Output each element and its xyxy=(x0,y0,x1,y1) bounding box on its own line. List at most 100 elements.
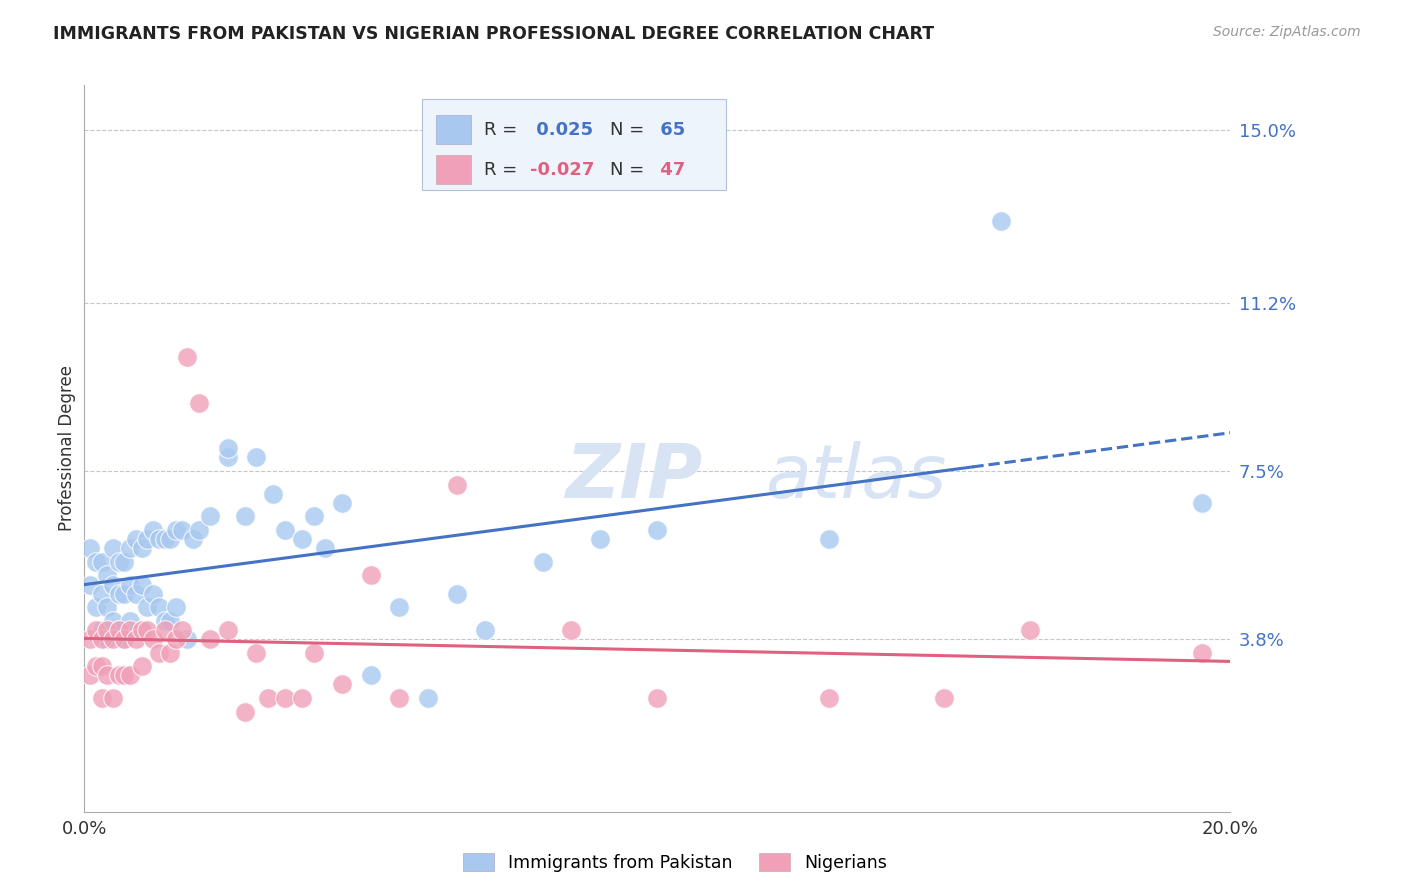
Point xyxy=(233,509,256,524)
Text: 0.025: 0.025 xyxy=(530,120,593,139)
Point xyxy=(84,623,107,637)
Point xyxy=(131,577,153,591)
Point xyxy=(148,532,170,546)
Point xyxy=(217,442,239,455)
Point xyxy=(217,623,239,637)
Point xyxy=(96,568,118,582)
Point xyxy=(107,555,129,569)
Point xyxy=(388,691,411,706)
Point xyxy=(90,691,112,706)
Point xyxy=(589,532,612,546)
Text: 65: 65 xyxy=(654,120,685,139)
Point xyxy=(474,623,496,637)
Point xyxy=(84,659,107,673)
Point xyxy=(165,632,187,646)
Point xyxy=(245,646,267,660)
Text: atlas: atlas xyxy=(766,442,948,513)
Point xyxy=(101,614,124,628)
Text: N =: N = xyxy=(610,161,644,178)
Point xyxy=(148,646,170,660)
Point xyxy=(818,532,841,546)
Point xyxy=(314,541,336,556)
Text: N =: N = xyxy=(610,120,644,139)
Point xyxy=(107,623,129,637)
Point xyxy=(302,509,325,524)
Point xyxy=(647,523,669,537)
Point xyxy=(79,668,101,682)
Point xyxy=(330,496,353,510)
Point xyxy=(170,623,193,637)
Point xyxy=(107,587,129,601)
Text: ZIP: ZIP xyxy=(565,441,703,514)
Point xyxy=(274,523,297,537)
Point xyxy=(531,555,554,569)
Point xyxy=(142,523,165,537)
Point xyxy=(262,486,284,500)
Point xyxy=(120,541,142,556)
Point xyxy=(131,623,153,637)
Point xyxy=(291,691,314,706)
Point xyxy=(148,600,170,615)
Point xyxy=(136,600,159,615)
Point xyxy=(96,632,118,646)
Point xyxy=(90,555,112,569)
Point xyxy=(181,532,204,546)
Point xyxy=(188,396,211,410)
Point xyxy=(647,691,669,706)
Point xyxy=(418,691,440,706)
Point xyxy=(360,668,382,682)
Point xyxy=(120,577,142,591)
Point xyxy=(446,477,468,491)
Point xyxy=(388,600,411,615)
Point xyxy=(120,668,142,682)
Text: Source: ZipAtlas.com: Source: ZipAtlas.com xyxy=(1213,25,1361,39)
Point xyxy=(360,568,382,582)
Point xyxy=(125,587,148,601)
Y-axis label: Professional Degree: Professional Degree xyxy=(58,365,76,532)
Legend: Immigrants from Pakistan, Nigerians: Immigrants from Pakistan, Nigerians xyxy=(456,847,894,879)
Point xyxy=(256,691,278,706)
Point xyxy=(188,523,211,537)
Point xyxy=(142,632,165,646)
Point xyxy=(153,532,176,546)
Point xyxy=(120,614,142,628)
Point xyxy=(114,632,136,646)
Point xyxy=(96,668,118,682)
Point xyxy=(330,677,353,691)
Point xyxy=(79,632,101,646)
Point xyxy=(136,623,159,637)
Text: -0.027: -0.027 xyxy=(530,161,595,178)
Point xyxy=(200,632,222,646)
Point xyxy=(90,632,112,646)
Point xyxy=(165,600,187,615)
Point xyxy=(101,691,124,706)
Point xyxy=(131,659,153,673)
Point xyxy=(114,632,136,646)
Point xyxy=(165,523,187,537)
FancyBboxPatch shape xyxy=(436,115,471,145)
Point xyxy=(101,577,124,591)
Point xyxy=(125,632,148,646)
FancyBboxPatch shape xyxy=(436,155,471,185)
Point xyxy=(136,532,159,546)
Point xyxy=(446,587,468,601)
Text: R =: R = xyxy=(484,161,517,178)
Point xyxy=(96,600,118,615)
Point xyxy=(101,632,124,646)
Point xyxy=(1018,623,1040,637)
Point xyxy=(274,691,297,706)
Point xyxy=(142,587,165,601)
Text: R =: R = xyxy=(484,120,517,139)
Point xyxy=(176,351,198,365)
Point xyxy=(120,623,142,637)
Point xyxy=(170,523,193,537)
Point xyxy=(818,691,841,706)
Point xyxy=(560,623,582,637)
Text: IMMIGRANTS FROM PAKISTAN VS NIGERIAN PROFESSIONAL DEGREE CORRELATION CHART: IMMIGRANTS FROM PAKISTAN VS NIGERIAN PRO… xyxy=(53,25,935,43)
Point xyxy=(233,705,256,719)
Point xyxy=(90,659,112,673)
Point xyxy=(159,646,181,660)
Point xyxy=(114,587,136,601)
Point xyxy=(245,450,267,465)
Point xyxy=(1191,496,1213,510)
